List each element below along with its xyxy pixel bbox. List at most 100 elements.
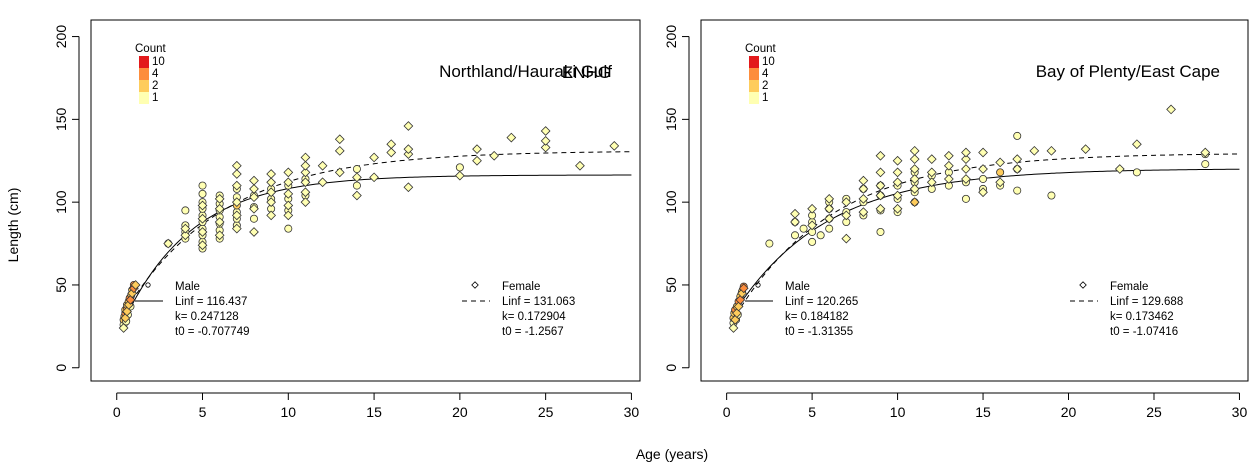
male-point	[352, 181, 361, 190]
female-point	[1200, 147, 1211, 158]
female-point	[995, 177, 1006, 188]
male-point	[961, 194, 970, 203]
female-point	[961, 164, 971, 174]
male-legend: Male Linf = 120.265 k= 0.184182 t0 = -1.313…	[745, 281, 858, 338]
female-point	[540, 142, 551, 153]
female-point	[1029, 145, 1040, 156]
y-tick-label: 0	[53, 364, 69, 372]
female-point	[961, 147, 971, 158]
female-point	[1012, 154, 1023, 164]
female-point	[892, 155, 903, 166]
y-tick-label: 100	[53, 190, 69, 214]
female-point	[231, 223, 242, 234]
female-point	[875, 190, 886, 201]
x-tick-label: 10	[890, 404, 906, 420]
female-point	[824, 203, 835, 214]
male-point	[1201, 160, 1210, 169]
count-legend-label: 4	[762, 68, 769, 80]
female-point	[334, 167, 345, 178]
x-tick-label: 0	[723, 404, 731, 420]
female-point	[266, 169, 277, 179]
count-legend-swatch	[139, 92, 149, 104]
male-point	[1047, 191, 1056, 200]
male-point	[876, 227, 885, 236]
male-legend-label: Male	[785, 281, 810, 293]
female-point	[609, 140, 620, 151]
female-point	[403, 144, 414, 155]
male-point	[1013, 131, 1022, 140]
male-point	[284, 224, 293, 233]
female-point	[790, 217, 800, 227]
male-point	[249, 214, 258, 223]
female-point	[790, 208, 800, 219]
female-point	[858, 207, 869, 217]
female-point	[283, 200, 294, 211]
female-point	[824, 193, 835, 204]
female-point	[875, 150, 886, 161]
female-point	[472, 155, 482, 166]
female-point	[266, 187, 277, 198]
female-linf: Linf = 129.688	[1110, 296, 1183, 308]
female-point	[807, 203, 817, 214]
female-point	[130, 280, 141, 290]
x-axis: 0 5 10 15 20 25 30	[723, 392, 1247, 420]
male-linf: Linf = 120.265	[785, 296, 858, 308]
female-growth-curve	[731, 153, 1240, 323]
plot-frame	[90, 19, 641, 382]
female-point	[841, 233, 852, 244]
panel-northland-hauraki-gulf: 0 5 10 15 20 25 30050100150200Count10421Northl…	[53, 19, 641, 420]
female-point	[125, 294, 136, 305]
male-linf: Linf = 116.437	[175, 296, 247, 308]
female-legend-label: Female	[1110, 281, 1148, 293]
x-tick-label: 15	[366, 404, 382, 420]
female-point	[892, 177, 903, 188]
female-point	[266, 210, 277, 221]
data-points	[118, 121, 620, 333]
female-point	[892, 203, 903, 214]
female-point	[909, 184, 920, 194]
count-legend-swatch	[139, 68, 149, 80]
data-points	[728, 104, 1211, 333]
male-legend-label: Male	[175, 281, 200, 293]
female-point	[1114, 164, 1125, 174]
male-point	[198, 181, 207, 190]
watermark-text: ENHG	[562, 63, 611, 82]
y-axis: 0 50 100 150 200	[53, 25, 80, 372]
count-legend-label: 10	[152, 56, 165, 68]
male-legend: Male Linf = 116.437 k= 0.247128 t0 = -0.707…	[135, 281, 250, 338]
male-k: k= 0.247128	[175, 311, 239, 323]
female-point	[858, 184, 869, 194]
female-point	[231, 197, 242, 208]
male-t0: t0 = -0.707749	[175, 326, 250, 338]
female-point	[231, 210, 242, 221]
female-t0: t0 = -1.2567	[502, 326, 564, 338]
female-linf: Linf = 131.063	[502, 296, 575, 308]
male-point	[816, 231, 825, 240]
male-point	[979, 174, 988, 183]
female-point	[735, 294, 746, 305]
female-point	[926, 177, 937, 188]
female-point	[334, 134, 345, 145]
male-point	[198, 189, 207, 198]
y-tick-label: 150	[663, 107, 679, 131]
female-point	[841, 210, 852, 221]
x-tick-label: 5	[199, 404, 207, 420]
female-k: k= 0.173462	[1110, 311, 1174, 323]
female-point	[300, 197, 311, 208]
female-growth-curve	[121, 151, 632, 317]
y-tick-label: 100	[663, 190, 679, 214]
female-point	[214, 193, 225, 204]
female-point	[352, 172, 362, 183]
count-legend-swatch	[139, 56, 149, 68]
female-point	[454, 170, 465, 181]
female-point	[995, 157, 1006, 168]
y-tick-label: 200	[53, 25, 69, 49]
female-point	[122, 306, 132, 317]
female-point	[180, 223, 191, 234]
male-point	[825, 224, 834, 233]
count-legend-swatch	[749, 56, 759, 68]
female-point	[841, 197, 852, 208]
